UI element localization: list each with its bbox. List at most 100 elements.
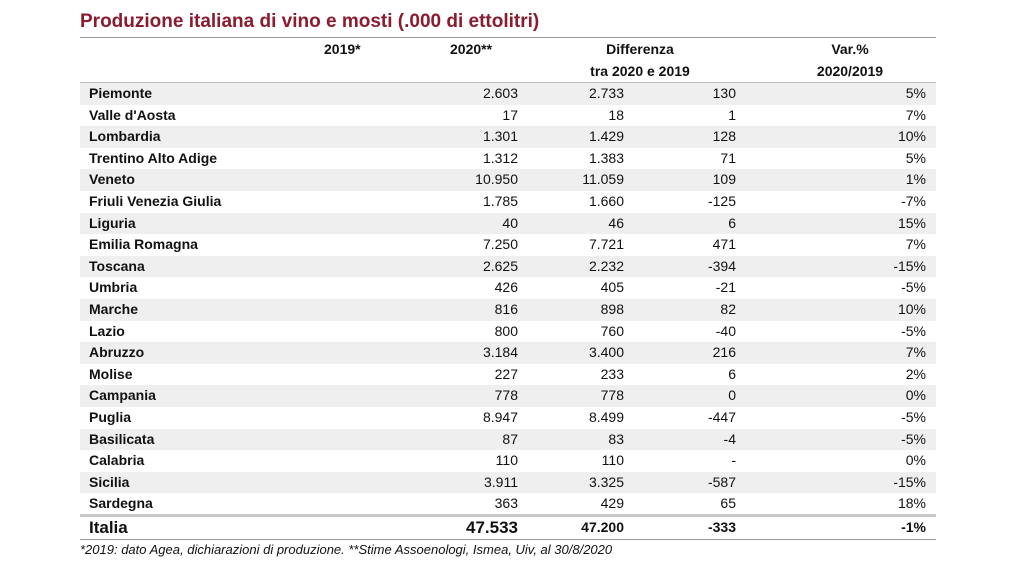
table-row: Campania 778 778 0 0% (80, 385, 936, 407)
table-row: Umbria 426 405 -21 -5% (80, 277, 936, 299)
region-cell: Marche (89, 300, 139, 317)
region-cell: Lombardia (89, 128, 161, 145)
header-var-line1: Var.% (831, 41, 869, 57)
variation-cell: 0% (905, 387, 926, 404)
difference-cell: -40 (715, 322, 736, 339)
table-body: Piemonte 2.603 2.733 130 5% Valle d'Aosta 17 18… (80, 83, 936, 515)
difference-cell: 1 (728, 106, 736, 123)
region-cell: Friuli Venezia Giulia (89, 192, 222, 209)
value-2019-cell: 40 (502, 214, 518, 231)
region-cell: Sardegna (89, 495, 153, 512)
footnote: *2019: dato Agea, dichiarazioni di produ… (80, 542, 613, 557)
value-2019-cell: 800 (494, 322, 518, 339)
region-cell: Toscana (89, 257, 145, 274)
variation-cell: 0% (905, 452, 926, 469)
value-2020-cell: 18 (608, 106, 624, 123)
difference-cell: 71 (720, 149, 736, 166)
variation-cell: -5% (901, 322, 926, 339)
difference-cell: -125 (707, 192, 736, 209)
region-cell: Basilicata (89, 430, 155, 447)
table-row: Molise 227 233 6 2% (80, 364, 936, 386)
value-2020-cell: 83 (608, 430, 624, 447)
total-diff: -333 (707, 519, 736, 535)
value-2019-cell: 363 (494, 495, 518, 512)
total-var: -1% (901, 519, 926, 535)
value-2020-cell: 8.499 (588, 408, 624, 425)
header-diff-line1: Differenza (606, 41, 674, 57)
value-2020-cell: 1.660 (588, 192, 624, 209)
header-var-line2: 2020/2019 (816, 63, 884, 79)
table-row: Friuli Venezia Giulia 1.785 1.660 -125 -7% (80, 191, 936, 213)
region-cell: Calabria (89, 452, 145, 469)
total-2019: 47.533 (466, 518, 518, 537)
value-2019-cell: 17 (502, 106, 518, 123)
variation-cell: 1% (905, 171, 926, 188)
value-2019-cell: 87 (502, 430, 518, 447)
table-row: Sicilia 3.911 3.325 -587 -15% (80, 471, 936, 494)
value-2020-cell: 2.232 (588, 257, 624, 274)
variation-cell: 10% (897, 300, 926, 317)
value-2020-cell: 778 (600, 387, 624, 404)
region-cell: Veneto (89, 171, 135, 188)
total-row: Italia 47.533 47.200 -333 -1% (80, 517, 936, 538)
table-row: Trentino Alto Adige 1.312 1.383 71 5% (80, 148, 936, 170)
value-2020-cell: 898 (600, 300, 624, 317)
variation-cell: -5% (901, 408, 926, 425)
difference-cell: 216 (712, 344, 736, 361)
difference-cell: -21 (715, 279, 736, 296)
region-cell: Valle d'Aosta (89, 106, 176, 123)
value-2020-cell: 2.733 (588, 85, 624, 101)
value-2019-cell: 2.603 (482, 85, 518, 101)
header-2019: 2019* (324, 41, 361, 57)
difference-cell: -394 (707, 257, 736, 274)
value-2020-cell: 405 (600, 279, 624, 296)
table-row: Lazio 800 760 -40 -5% (80, 321, 936, 343)
difference-cell: - (731, 452, 736, 469)
variation-cell: 5% (905, 149, 926, 166)
table-row: Liguria 40 46 6 15% (80, 212, 936, 235)
difference-cell: 65 (720, 495, 736, 512)
difference-cell: 82 (720, 300, 736, 317)
region-cell: Campania (89, 387, 156, 404)
region-cell: Sicilia (89, 473, 130, 490)
variation-cell: -15% (893, 257, 926, 274)
value-2019-cell: 110 (495, 452, 518, 469)
table-row: Lombardia 1.301 1.429 128 10% (80, 126, 936, 148)
difference-cell: -4 (723, 430, 736, 447)
difference-cell: 128 (712, 128, 736, 145)
total-2020: 47.200 (581, 519, 624, 535)
value-2019-cell: 3.911 (484, 473, 518, 490)
region-cell: Trentino Alto Adige (89, 149, 218, 166)
table-row: Emilia Romagna 7.250 7.721 471 7% (80, 234, 936, 256)
region-cell: Umbria (89, 279, 138, 296)
variation-cell: 10% (897, 128, 926, 145)
value-2020-cell: 3.400 (588, 344, 624, 361)
value-2019-cell: 2.625 (482, 257, 518, 274)
variation-cell: -5% (901, 430, 926, 447)
table-row: Calabria 110 110 - 0% (80, 450, 936, 472)
difference-cell: 471 (712, 236, 736, 253)
value-2020-cell: 110 (601, 452, 624, 469)
value-2020-cell: 429 (600, 495, 624, 512)
variation-cell: 7% (905, 344, 926, 361)
variation-cell: 5% (905, 85, 926, 101)
value-2019-cell: 1.785 (482, 192, 518, 209)
top-divider (80, 37, 936, 38)
value-2020-cell: 7.721 (588, 236, 624, 253)
total-divider (80, 514, 936, 517)
region-cell: Liguria (89, 214, 136, 231)
value-2020-cell: 46 (608, 214, 624, 231)
difference-cell: 6 (728, 365, 736, 382)
bottom-divider (80, 539, 936, 540)
variation-cell: 18% (897, 495, 926, 512)
value-2019-cell: 1.312 (482, 149, 518, 166)
header-divider (80, 82, 936, 83)
variation-cell: -5% (901, 279, 926, 296)
table-row: Valle d'Aosta 17 18 1 7% (80, 105, 936, 127)
value-2020-cell: 760 (600, 322, 624, 339)
table-title: Produzione italiana di vino e mosti (.00… (80, 11, 540, 32)
value-2019-cell: 7.250 (482, 236, 518, 253)
variation-cell: -7% (901, 192, 926, 209)
total-region: Italia (89, 518, 128, 537)
value-2019-cell: 10.950 (475, 171, 518, 188)
